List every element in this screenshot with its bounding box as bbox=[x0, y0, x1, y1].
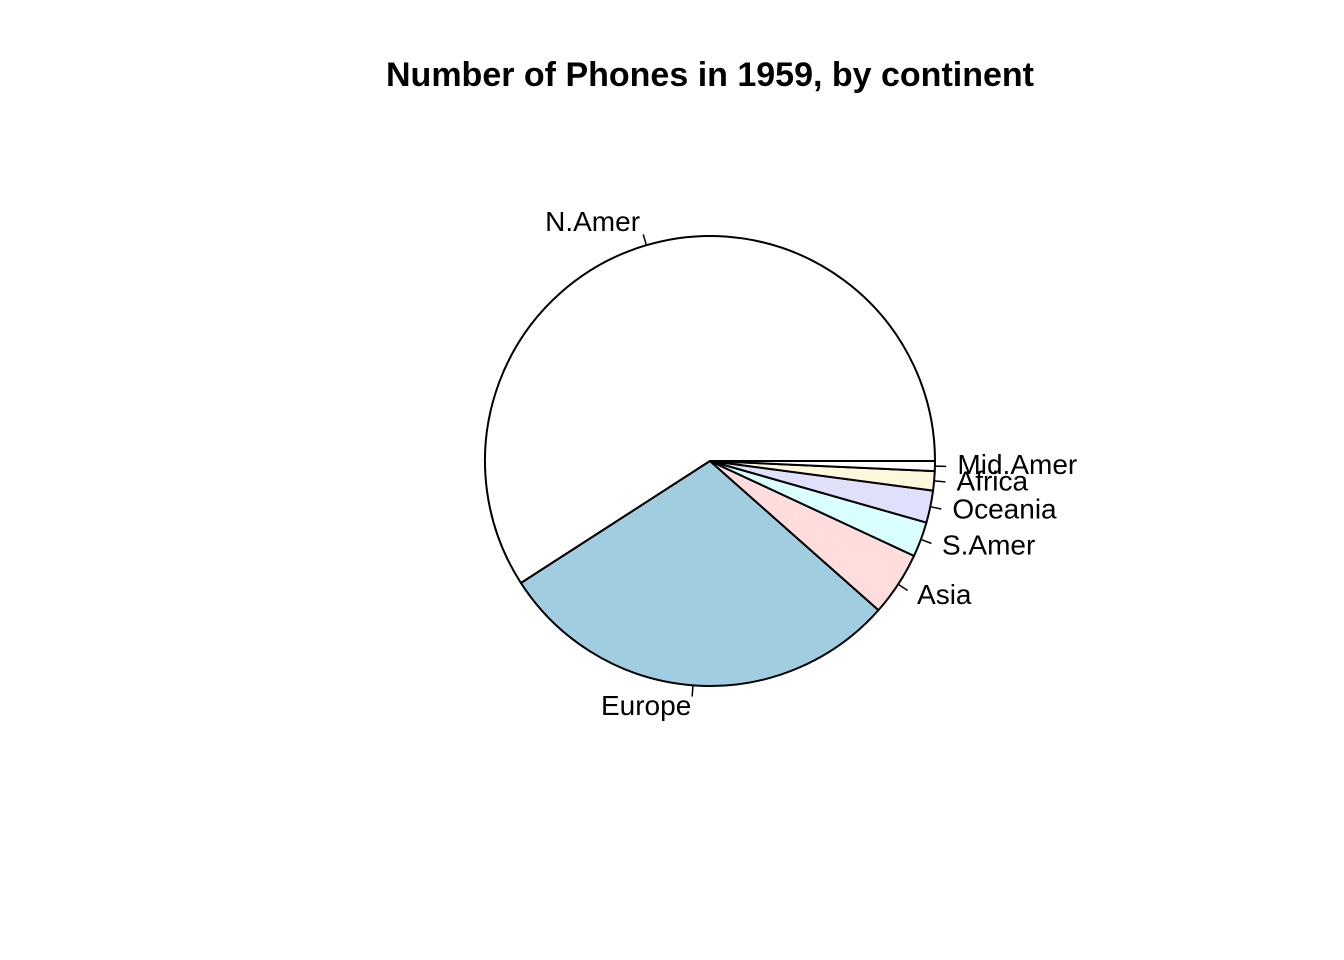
pie-tick-oceania bbox=[930, 505, 942, 510]
pie-label-asia: Asia bbox=[917, 579, 972, 610]
pie-labels: N.Amer Europe Asia S.Amer OceaniaAfricaMid.A… bbox=[545, 206, 1077, 721]
pie-tick-n-amer bbox=[642, 234, 648, 246]
pie-slice-n-amer bbox=[484, 235, 936, 585]
pie-label-ticks bbox=[642, 234, 947, 697]
pie-slice-europe bbox=[519, 460, 880, 687]
pie-tick-africa bbox=[934, 480, 946, 483]
pie-label-europe: Europe bbox=[601, 690, 691, 721]
pie-label-oceania: Oceania bbox=[952, 494, 1057, 525]
pie-tick-asia bbox=[897, 583, 909, 592]
chart-title: Number of Phones in 1959, by continent bbox=[386, 56, 1034, 94]
pie-tick-europe bbox=[691, 685, 694, 697]
pie-label-africa: Africa bbox=[957, 465, 1029, 496]
pie-label-n-amer: N.Amer bbox=[545, 206, 640, 237]
pie-label-s-amer: S.Amer bbox=[942, 530, 1035, 561]
pie-label-mid-amer: Mid.Amer bbox=[957, 449, 1077, 480]
pie-tick-s-amer bbox=[920, 538, 932, 545]
pie-slices bbox=[484, 235, 937, 687]
